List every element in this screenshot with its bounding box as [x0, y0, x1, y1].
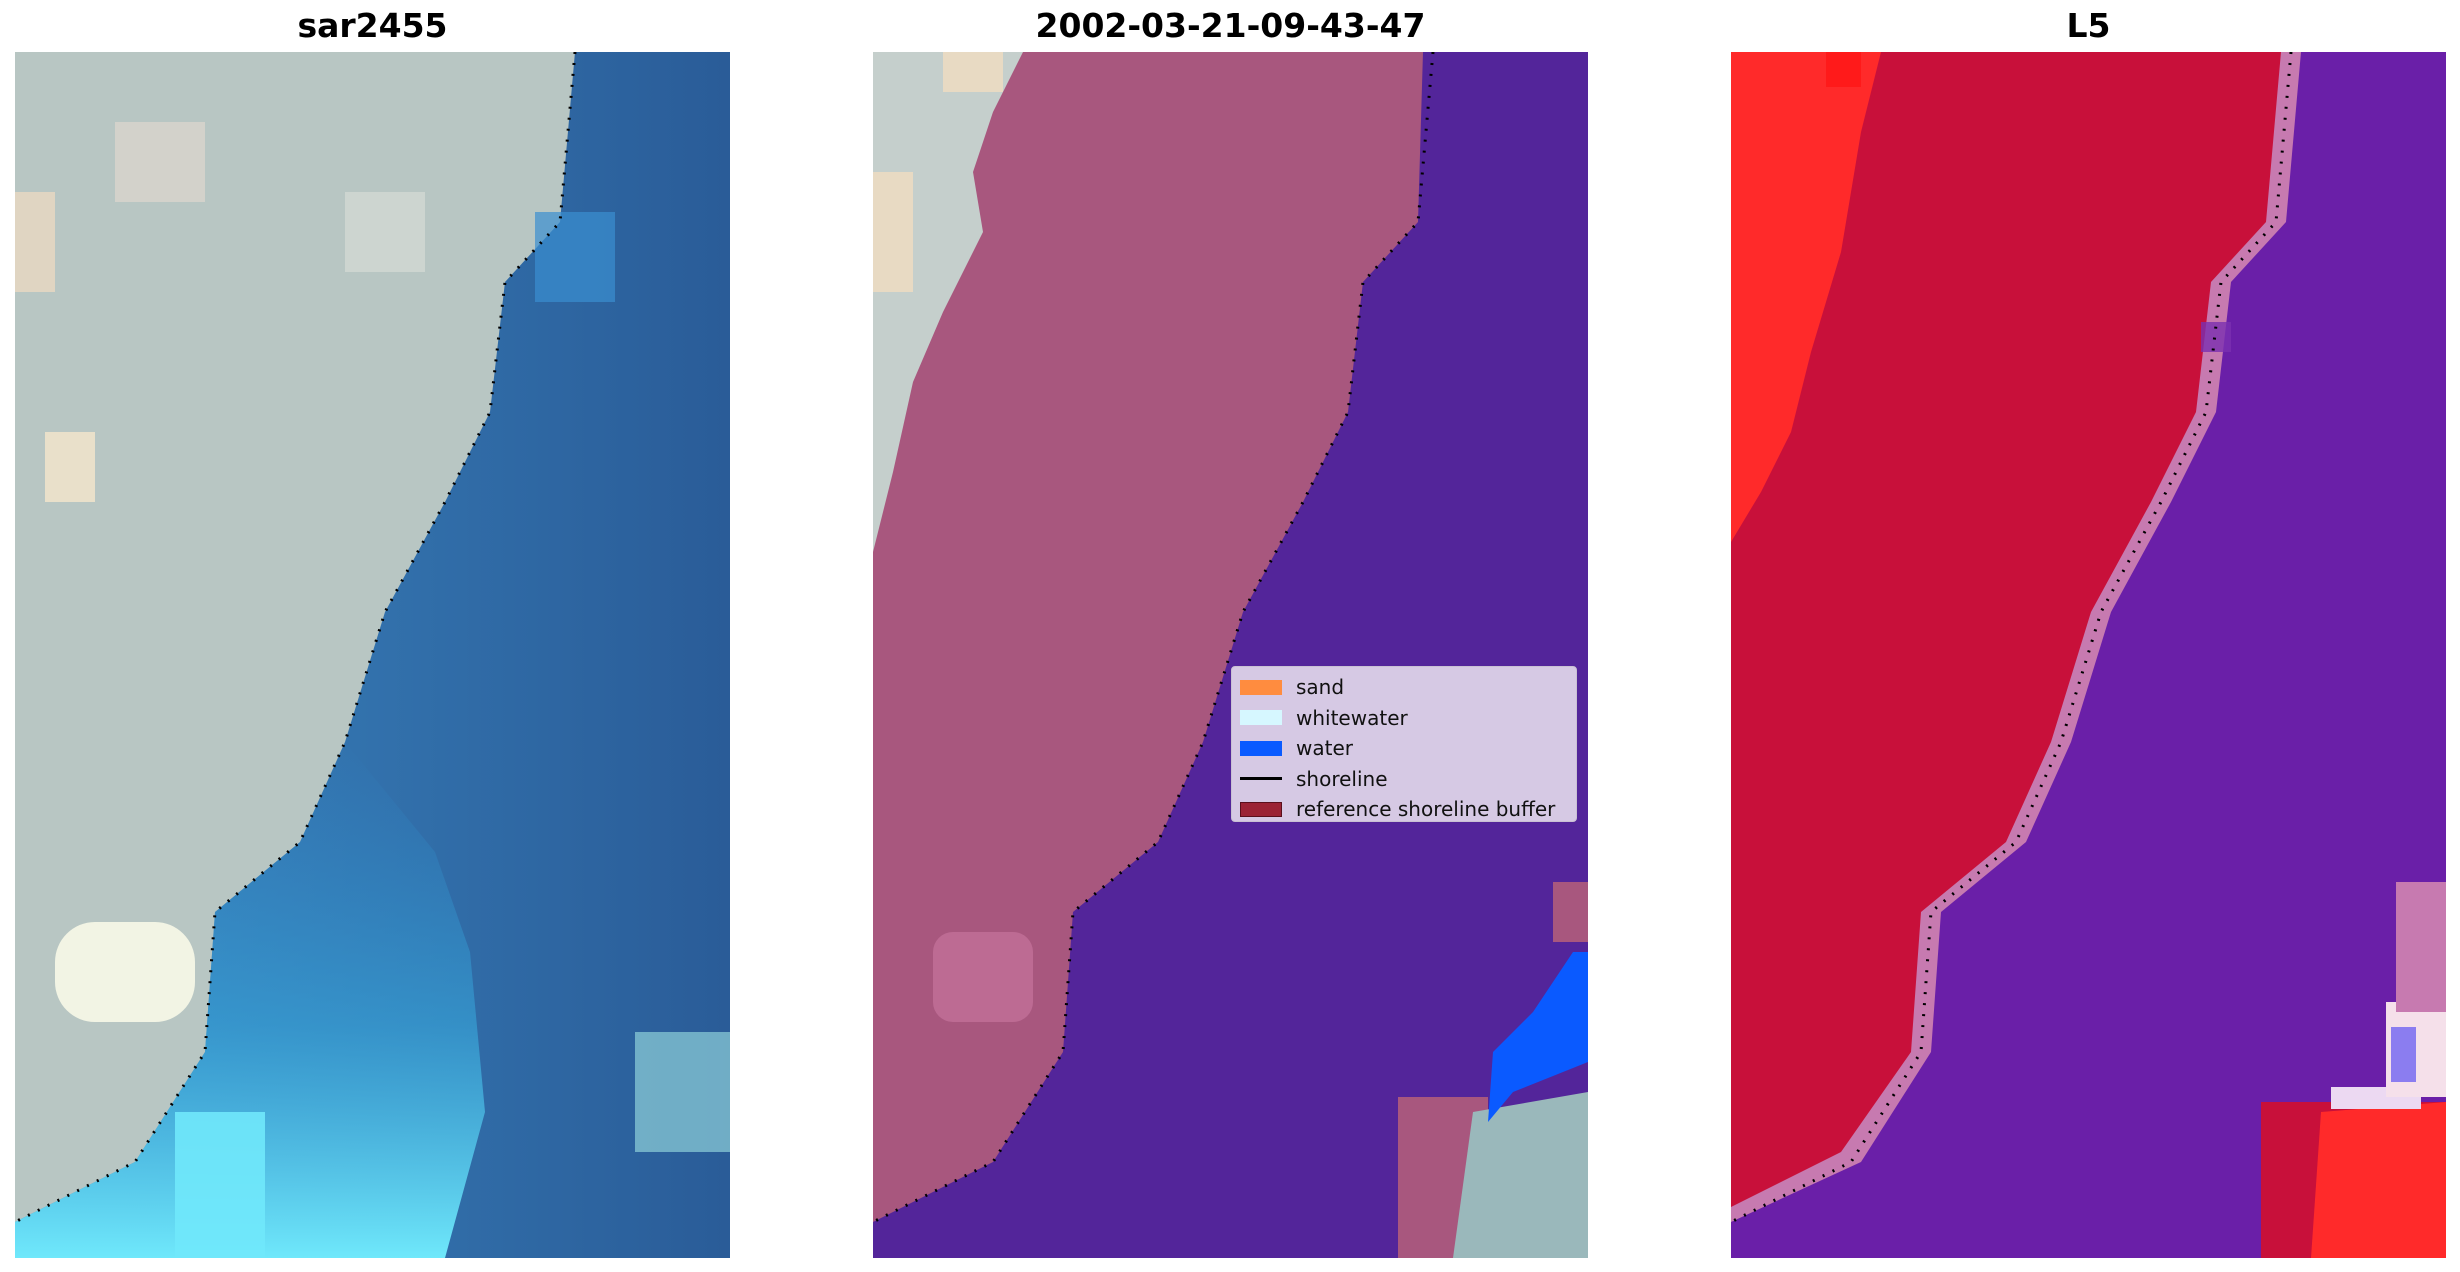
shoreline-line-icon — [1240, 777, 1282, 781]
classified-image-panel — [873, 52, 1588, 1258]
sand-swatch-icon — [1240, 679, 1282, 695]
legend-label: shoreline — [1296, 766, 1388, 791]
legend-label: reference shoreline buffer — [1296, 797, 1556, 822]
title-rgb-panel: sar2455 — [297, 6, 448, 45]
legend-item-whitewater: whitewater — [1240, 703, 1568, 734]
title-classified-panel: 2002-03-21-09-43-47 — [1035, 6, 1426, 45]
rgb-image-panel — [15, 52, 730, 1258]
probability-map-panel — [1731, 52, 2446, 1258]
water-swatch-icon — [1240, 740, 1282, 756]
legend-label: water — [1296, 736, 1353, 761]
buffer-swatch-icon — [1240, 801, 1282, 817]
title-probability-panel: L5 — [2066, 6, 2111, 45]
legend-item-reference-buffer: reference shoreline buffer — [1240, 794, 1568, 825]
legend: sand whitewater water shoreline referenc… — [1231, 666, 1577, 822]
whitewater-swatch-icon — [1240, 710, 1282, 726]
legend-item-shoreline: shoreline — [1240, 764, 1568, 795]
legend-label: whitewater — [1296, 705, 1408, 730]
legend-item-water: water — [1240, 733, 1568, 764]
legend-item-sand: sand — [1240, 672, 1568, 703]
legend-label: sand — [1296, 675, 1345, 700]
